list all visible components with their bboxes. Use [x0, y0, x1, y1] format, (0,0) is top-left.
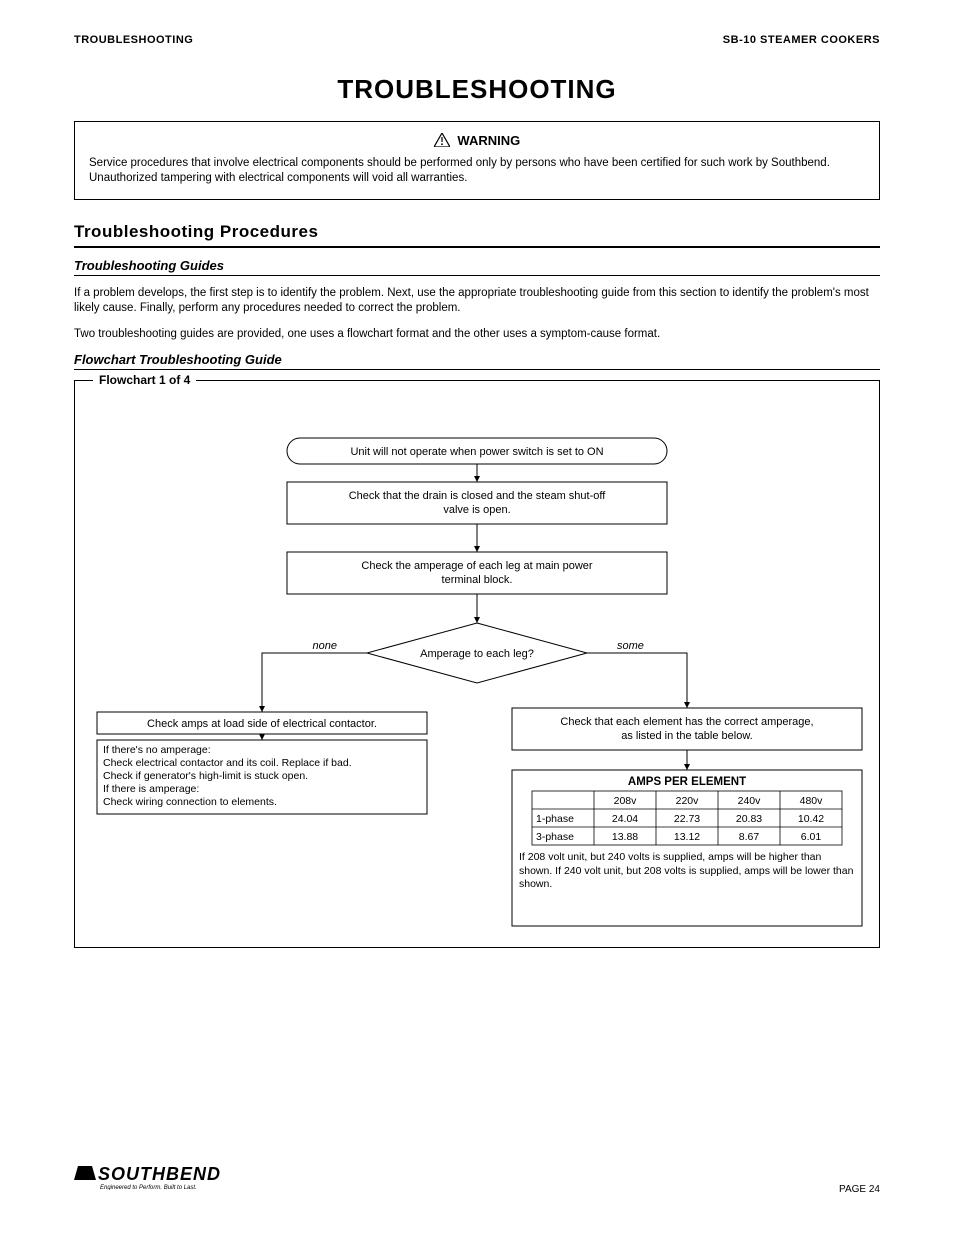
warning-box: WARNING Service procedures that involve …: [74, 121, 880, 200]
flow-dec-right-label: some: [617, 640, 644, 652]
flow-dec-left-label: none: [313, 640, 337, 652]
amp-r1-c0: 3-phase: [536, 831, 574, 843]
flow-p2-line0: Check the amperage of each leg at main p…: [361, 560, 592, 572]
amp-table-title: AMPS PER ELEMENT: [628, 776, 746, 788]
page-title: TROUBLESHOOTING: [74, 74, 880, 105]
flow-ra-line1: as listed in the table below.: [621, 730, 752, 742]
amp-table: 208v 220v 240v 480v 1-phase 24.04 22.73 …: [532, 791, 842, 845]
amp-r0-c4: 10.42: [798, 813, 824, 825]
flowchart-container: Flowchart 1 of 4 Unit will not operate w…: [74, 380, 880, 948]
flow-p1-line1: valve is open.: [443, 504, 510, 516]
header-right: SB-10 STEAMER COOKERS: [723, 34, 880, 46]
flow-start-text: Unit will not operate when power switch …: [350, 446, 603, 458]
flow-lb-line0: If there's no amperage:: [103, 744, 211, 756]
divider: [74, 275, 880, 276]
amp-r1-c2: 13.12: [674, 831, 700, 843]
flow-dec-text: Amperage to each leg?: [420, 648, 534, 660]
flow-lb-line2: Check if generator's high-limit is stuck…: [103, 770, 308, 782]
flow-lb-line1: Check electrical contactor and its coil.…: [103, 757, 352, 769]
amp-r1-c3: 8.67: [739, 831, 760, 843]
flow-p1-line0: Check that the drain is closed and the s…: [349, 490, 607, 502]
amp-col-3: 240v: [738, 795, 762, 807]
guides-paragraph-2: Two troubleshooting guides are provided,…: [74, 327, 880, 343]
flow-p2-line1: terminal block.: [442, 574, 513, 586]
flowchart-title: Flowchart 1 of 4: [93, 373, 196, 387]
page-number: PAGE 24: [839, 1184, 880, 1195]
flow-ra-line0: Check that each element has the correct …: [560, 716, 813, 728]
guides-paragraph-1: If a problem develops, the first step is…: [74, 286, 880, 317]
subsection-guides-heading: Troubleshooting Guides: [74, 258, 880, 273]
flowchart-svg: Unit will not operate when power switch …: [87, 393, 867, 933]
amp-r0-c1: 24.04: [612, 813, 638, 825]
amp-r0-c2: 22.73: [674, 813, 700, 825]
amp-r0-c3: 20.83: [736, 813, 762, 825]
amp-col-2: 220v: [676, 795, 700, 807]
amp-col-4: 480v: [800, 795, 824, 807]
warning-text: Service procedures that involve electric…: [89, 156, 865, 187]
logo-tagline: Engineered to Perform. Built to Last.: [100, 1185, 197, 1190]
amp-r1-c4: 6.01: [801, 831, 822, 843]
flow-lb-line3: If there is amperage:: [103, 783, 199, 795]
header-left: TROUBLESHOOTING: [74, 34, 193, 46]
divider: [74, 246, 880, 248]
flow-lb-line4: Check wiring connection to elements.: [103, 796, 277, 808]
flow-la-text: Check amps at load side of electrical co…: [147, 718, 377, 730]
amp-r0-c0: 1-phase: [536, 813, 574, 825]
section-procedures-heading: Troubleshooting Procedures: [74, 222, 880, 242]
amp-r1-c1: 13.88: [612, 831, 638, 843]
logo-main-text: SOUTHBEND: [98, 1164, 221, 1184]
amp-col-1: 208v: [614, 795, 638, 807]
warning-icon: [434, 133, 450, 152]
amp-table-note: If 208 volt unit, but 240 volts is suppl…: [519, 851, 855, 892]
subsection-flowchart-heading: Flowchart Troubleshooting Guide: [74, 352, 880, 367]
warning-label: WARNING: [457, 133, 520, 148]
southbend-logo: SOUTHBEND Engineered to Perform. Built t…: [74, 1156, 244, 1195]
divider: [74, 369, 880, 370]
